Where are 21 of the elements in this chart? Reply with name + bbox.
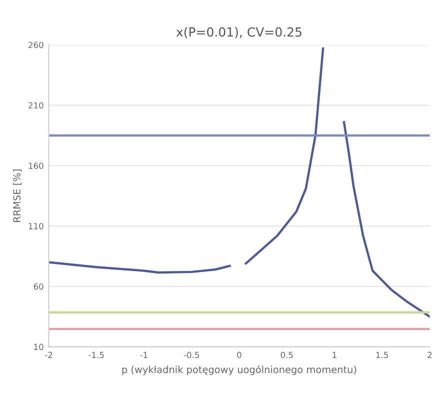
line-series bbox=[244, 47, 324, 265]
y-tick-label: 210 bbox=[28, 102, 44, 109]
y-tick-label: 10 bbox=[34, 344, 44, 350]
x-tick-label: 1.5 bbox=[376, 352, 388, 358]
x-tick-label: -2 bbox=[44, 352, 52, 358]
line-series bbox=[342, 121, 430, 318]
x-tick-label: 0 bbox=[237, 352, 242, 358]
x-axis-title: p (wykładnik potęgowy uogólnionego momentu) bbox=[122, 365, 356, 376]
chart-title: x(P=0.01), CV=0.25 bbox=[176, 27, 302, 38]
y-tick-label: 160 bbox=[28, 162, 44, 169]
line-series bbox=[48, 261, 231, 274]
x-tick-label: 2 bbox=[428, 352, 432, 358]
x-tick-label: 0.5 bbox=[280, 352, 293, 358]
x-tick-label: -1.5 bbox=[88, 352, 104, 358]
y-tick-label: 110 bbox=[28, 223, 44, 230]
y-axis-title: RRMSE [%] bbox=[13, 170, 22, 222]
y-tick-label: 260 bbox=[28, 42, 44, 48]
x-tick-label: 1 bbox=[332, 352, 336, 358]
x-tick-label: -1 bbox=[140, 352, 148, 358]
x-tick-label: -0.5 bbox=[184, 352, 199, 358]
y-tick-label: 60 bbox=[34, 283, 44, 290]
